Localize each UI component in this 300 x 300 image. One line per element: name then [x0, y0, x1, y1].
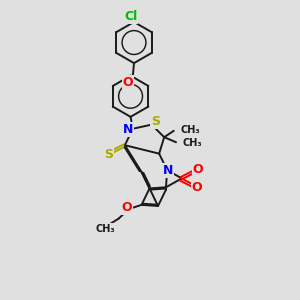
- Text: N: N: [123, 123, 133, 136]
- Text: S: S: [104, 148, 113, 161]
- Text: Cl: Cl: [124, 11, 137, 23]
- Text: O: O: [122, 76, 133, 88]
- Text: O: O: [121, 201, 131, 214]
- Text: CH₃: CH₃: [182, 138, 202, 148]
- Text: CH₃: CH₃: [95, 224, 115, 234]
- Text: O: O: [192, 181, 202, 194]
- Text: CH₃: CH₃: [180, 125, 200, 135]
- Text: N: N: [163, 164, 173, 177]
- Text: O: O: [193, 164, 203, 176]
- Text: S: S: [151, 116, 160, 128]
